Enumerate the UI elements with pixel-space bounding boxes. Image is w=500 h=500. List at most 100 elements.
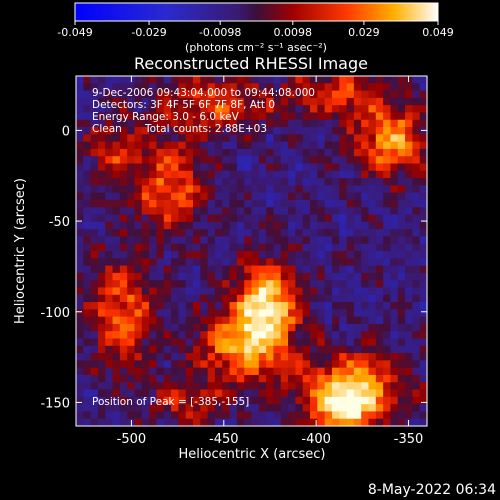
heatmap-cell bbox=[412, 287, 421, 296]
heatmap-cell bbox=[200, 272, 209, 281]
heatmap-cell bbox=[207, 90, 216, 99]
heatmap-cell bbox=[324, 374, 333, 383]
heatmap-cell bbox=[178, 229, 187, 238]
heatmap-cell bbox=[178, 199, 187, 208]
heatmap-cell bbox=[141, 258, 150, 267]
heatmap-cell bbox=[127, 411, 136, 420]
colorbar-tick-label: -0.049 bbox=[57, 26, 92, 39]
heatmap-cell bbox=[163, 119, 172, 128]
heatmap-cell bbox=[251, 76, 260, 84]
heatmap-cell bbox=[310, 207, 318, 216]
x-tick-label: -450 bbox=[209, 432, 239, 447]
heatmap-cell bbox=[383, 112, 392, 121]
heatmap-cell bbox=[295, 76, 304, 84]
heatmap-cell bbox=[361, 265, 370, 274]
heatmap-cell bbox=[383, 360, 392, 369]
heatmap-cell bbox=[112, 97, 121, 106]
heatmap-cell bbox=[171, 396, 179, 405]
heatmap-cell bbox=[207, 199, 216, 208]
heatmap-cell bbox=[236, 251, 245, 259]
heatmap-cell bbox=[141, 345, 150, 354]
heatmap-cell bbox=[207, 382, 216, 391]
heatmap-cell bbox=[76, 360, 84, 369]
heatmap-cell bbox=[412, 353, 421, 361]
heatmap-cell bbox=[346, 97, 355, 106]
heatmap-cell bbox=[390, 265, 399, 274]
heatmap-cell bbox=[266, 338, 275, 347]
heatmap-cell bbox=[236, 323, 245, 332]
heatmap-cell bbox=[97, 389, 106, 398]
heatmap-cell bbox=[317, 127, 326, 135]
heatmap-cell bbox=[302, 119, 311, 128]
heatmap-cell bbox=[419, 280, 428, 289]
heatmap-cell bbox=[375, 316, 384, 325]
heatmap-cell bbox=[90, 323, 99, 332]
heatmap-cell bbox=[90, 229, 99, 238]
heatmap-cell bbox=[266, 185, 275, 194]
heatmap-cell bbox=[193, 192, 201, 201]
heatmap-cell bbox=[339, 236, 348, 245]
heatmap-cell bbox=[90, 134, 99, 143]
heatmap-cell bbox=[251, 258, 260, 267]
heatmap-cell bbox=[405, 382, 413, 391]
heatmap-cell bbox=[127, 280, 136, 289]
heatmap-cell bbox=[134, 404, 143, 413]
heatmap-cell bbox=[244, 112, 253, 121]
heatmap-cell bbox=[317, 309, 326, 318]
heatmap-cell bbox=[214, 367, 223, 376]
heatmap-cell bbox=[280, 251, 289, 259]
heatmap-cell bbox=[339, 119, 348, 128]
heatmap-cell bbox=[105, 236, 114, 245]
heatmap-cell bbox=[280, 112, 289, 121]
heatmap-cell bbox=[185, 331, 194, 340]
heatmap-cell bbox=[214, 90, 223, 99]
heatmap-cell bbox=[361, 243, 370, 252]
heatmap-cell bbox=[90, 178, 99, 186]
heatmap-cell bbox=[141, 170, 150, 179]
heatmap-cell bbox=[302, 229, 311, 238]
heatmap-cell bbox=[405, 127, 413, 135]
heatmap-cell bbox=[258, 345, 267, 354]
heatmap-cell bbox=[419, 199, 428, 208]
heatmap-cell bbox=[171, 287, 179, 296]
heatmap-cell bbox=[324, 404, 333, 413]
heatmap-cell bbox=[317, 404, 326, 413]
heatmap-cell bbox=[273, 389, 282, 398]
heatmap-cell bbox=[339, 83, 348, 92]
heatmap-cell bbox=[317, 90, 326, 99]
heatmap-cell bbox=[119, 243, 128, 252]
heatmap-cell bbox=[353, 396, 362, 405]
heatmap-cell bbox=[266, 156, 275, 165]
heatmap-cell bbox=[193, 83, 201, 92]
heatmap-cell bbox=[375, 338, 384, 347]
heatmap-cell bbox=[258, 360, 267, 369]
heatmap-cell bbox=[171, 331, 179, 340]
heatmap-cell bbox=[178, 148, 187, 157]
heatmap-cell bbox=[193, 207, 201, 216]
heatmap-cell bbox=[83, 272, 92, 281]
heatmap-cell bbox=[361, 280, 370, 289]
heatmap-cell bbox=[288, 353, 296, 361]
heatmap-cell bbox=[368, 309, 377, 318]
heatmap-cell bbox=[200, 396, 209, 405]
heatmap-cell bbox=[90, 338, 99, 347]
heatmap-cell bbox=[83, 353, 92, 361]
heatmap-cell bbox=[251, 396, 260, 405]
heatmap-cell bbox=[331, 192, 340, 201]
y-tick-label: -50 bbox=[49, 215, 70, 230]
heatmap-cell bbox=[339, 105, 348, 114]
heatmap-cell bbox=[412, 236, 421, 245]
heatmap-cell bbox=[90, 90, 99, 99]
heatmap-cell bbox=[171, 302, 179, 310]
heatmap-cell bbox=[141, 178, 150, 186]
heatmap-cell bbox=[163, 374, 172, 383]
heatmap-cell bbox=[258, 90, 267, 99]
heatmap-cell bbox=[112, 134, 121, 143]
heatmap-cell bbox=[383, 316, 392, 325]
heatmap-cell bbox=[295, 396, 304, 405]
heatmap-cell bbox=[251, 323, 260, 332]
heatmap-cell bbox=[105, 367, 114, 376]
heatmap-cell bbox=[193, 323, 201, 332]
heatmap-cell bbox=[222, 112, 231, 121]
heatmap-cell bbox=[193, 134, 201, 143]
